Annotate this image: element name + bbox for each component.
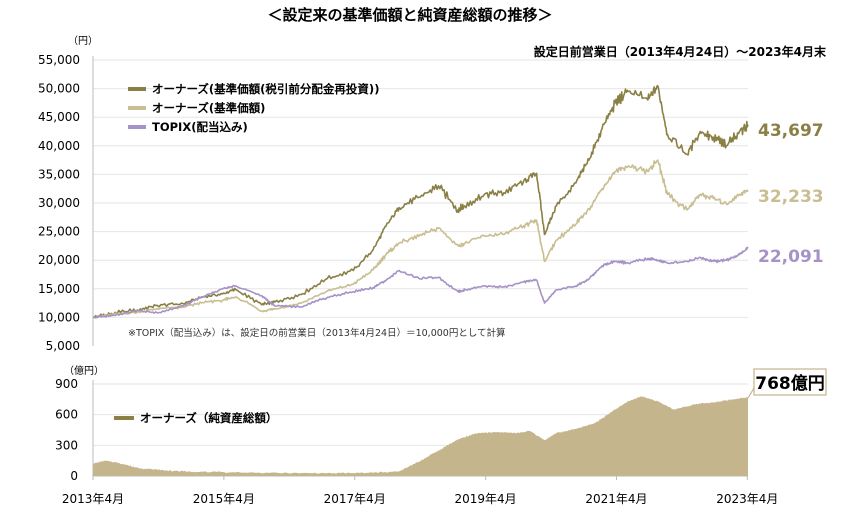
aum-end-label: 768億円 — [755, 373, 825, 394]
x-axis: 2013年4月 2015年4月 2017年4月 2019年4月 2021年4月 2023年… — [62, 476, 778, 506]
bottom-legend: オーナーズ（純資産総額） — [114, 411, 277, 425]
top-y-tick-label: 5,000 — [46, 339, 80, 353]
top-y-tick-label: 55,000 — [38, 53, 80, 67]
end-label-2: 32,233 — [758, 187, 824, 207]
series-line-1 — [93, 84, 749, 319]
top-y-axis: 5,000 10,000 15,000 20,000 25,000 30,000 35,00… — [38, 53, 94, 353]
aum-callout-box — [753, 368, 827, 396]
bottom-y-tick-label: 600 — [55, 408, 78, 422]
topix-note: ※TOPIX（配当込み）は、設定日の前営業日（2013年4月24日）＝10,00… — [128, 327, 506, 339]
legend-label-3: TOPIX(配当込み) — [152, 120, 248, 134]
top-y-tick-label: 50,000 — [38, 82, 80, 96]
bottom-y-tick-label: 900 — [55, 377, 78, 391]
top-y-tick-label: 10,000 — [38, 310, 80, 324]
x-tick-label: 2019年4月 — [455, 492, 517, 506]
x-tick-label: 2017年4月 — [324, 492, 386, 506]
top-y-tick-label: 25,000 — [38, 225, 80, 239]
end-label-3: 22,091 — [758, 247, 824, 267]
top-legend: オーナーズ(基準価額(税引前分配金再投資)) オーナーズ(基準価額) TOPIX(配… — [128, 82, 379, 134]
x-tick-label: 2015年4月 — [193, 492, 255, 506]
top-y-tick-label: 20,000 — [38, 253, 80, 267]
x-tick-label: 2021年4月 — [585, 492, 647, 506]
top-y-unit: （円） — [68, 35, 98, 47]
bottom-y-tick-label: 300 — [55, 438, 78, 452]
bottom-y-tick-label: 0 — [70, 469, 78, 483]
legend-label-2: オーナーズ(基準価額) — [152, 101, 265, 115]
series-line-3 — [92, 246, 749, 319]
aum-callout-pointer — [747, 387, 755, 399]
top-y-tick-label: 15,000 — [38, 282, 80, 296]
aum-area — [93, 396, 748, 476]
top-end-labels: 43,697 32,233 22,091 — [758, 121, 824, 267]
series-line-2 — [92, 159, 749, 319]
bottom-area-series — [93, 396, 748, 476]
top-y-tick-label: 35,000 — [38, 167, 80, 181]
x-tick-label: 2013年4月 — [62, 492, 124, 506]
top-y-tick-label: 45,000 — [38, 110, 80, 124]
top-series-lines — [92, 84, 749, 319]
end-label-1: 43,697 — [758, 121, 824, 141]
bottom-y-unit: （億円） — [64, 364, 104, 377]
chart-subtitle: 設定日前営業日（2013年4月24日）～2023年4月末 — [534, 44, 827, 59]
bottom-end-label: 768億円 — [747, 368, 827, 399]
x-tick-label: 2023年4月 — [716, 492, 778, 506]
top-gridlines — [93, 59, 748, 318]
top-y-tick-label: 40,000 — [38, 139, 80, 153]
top-y-tick-label: 30,000 — [38, 196, 80, 210]
legend-label-1: オーナーズ(基準価額(税引前分配金再投資)) — [152, 82, 379, 96]
legend-label-aum: オーナーズ（純資産総額） — [140, 411, 277, 425]
chart-title: ＜設定来の基準価額と純資産総額の推移＞ — [267, 6, 552, 24]
